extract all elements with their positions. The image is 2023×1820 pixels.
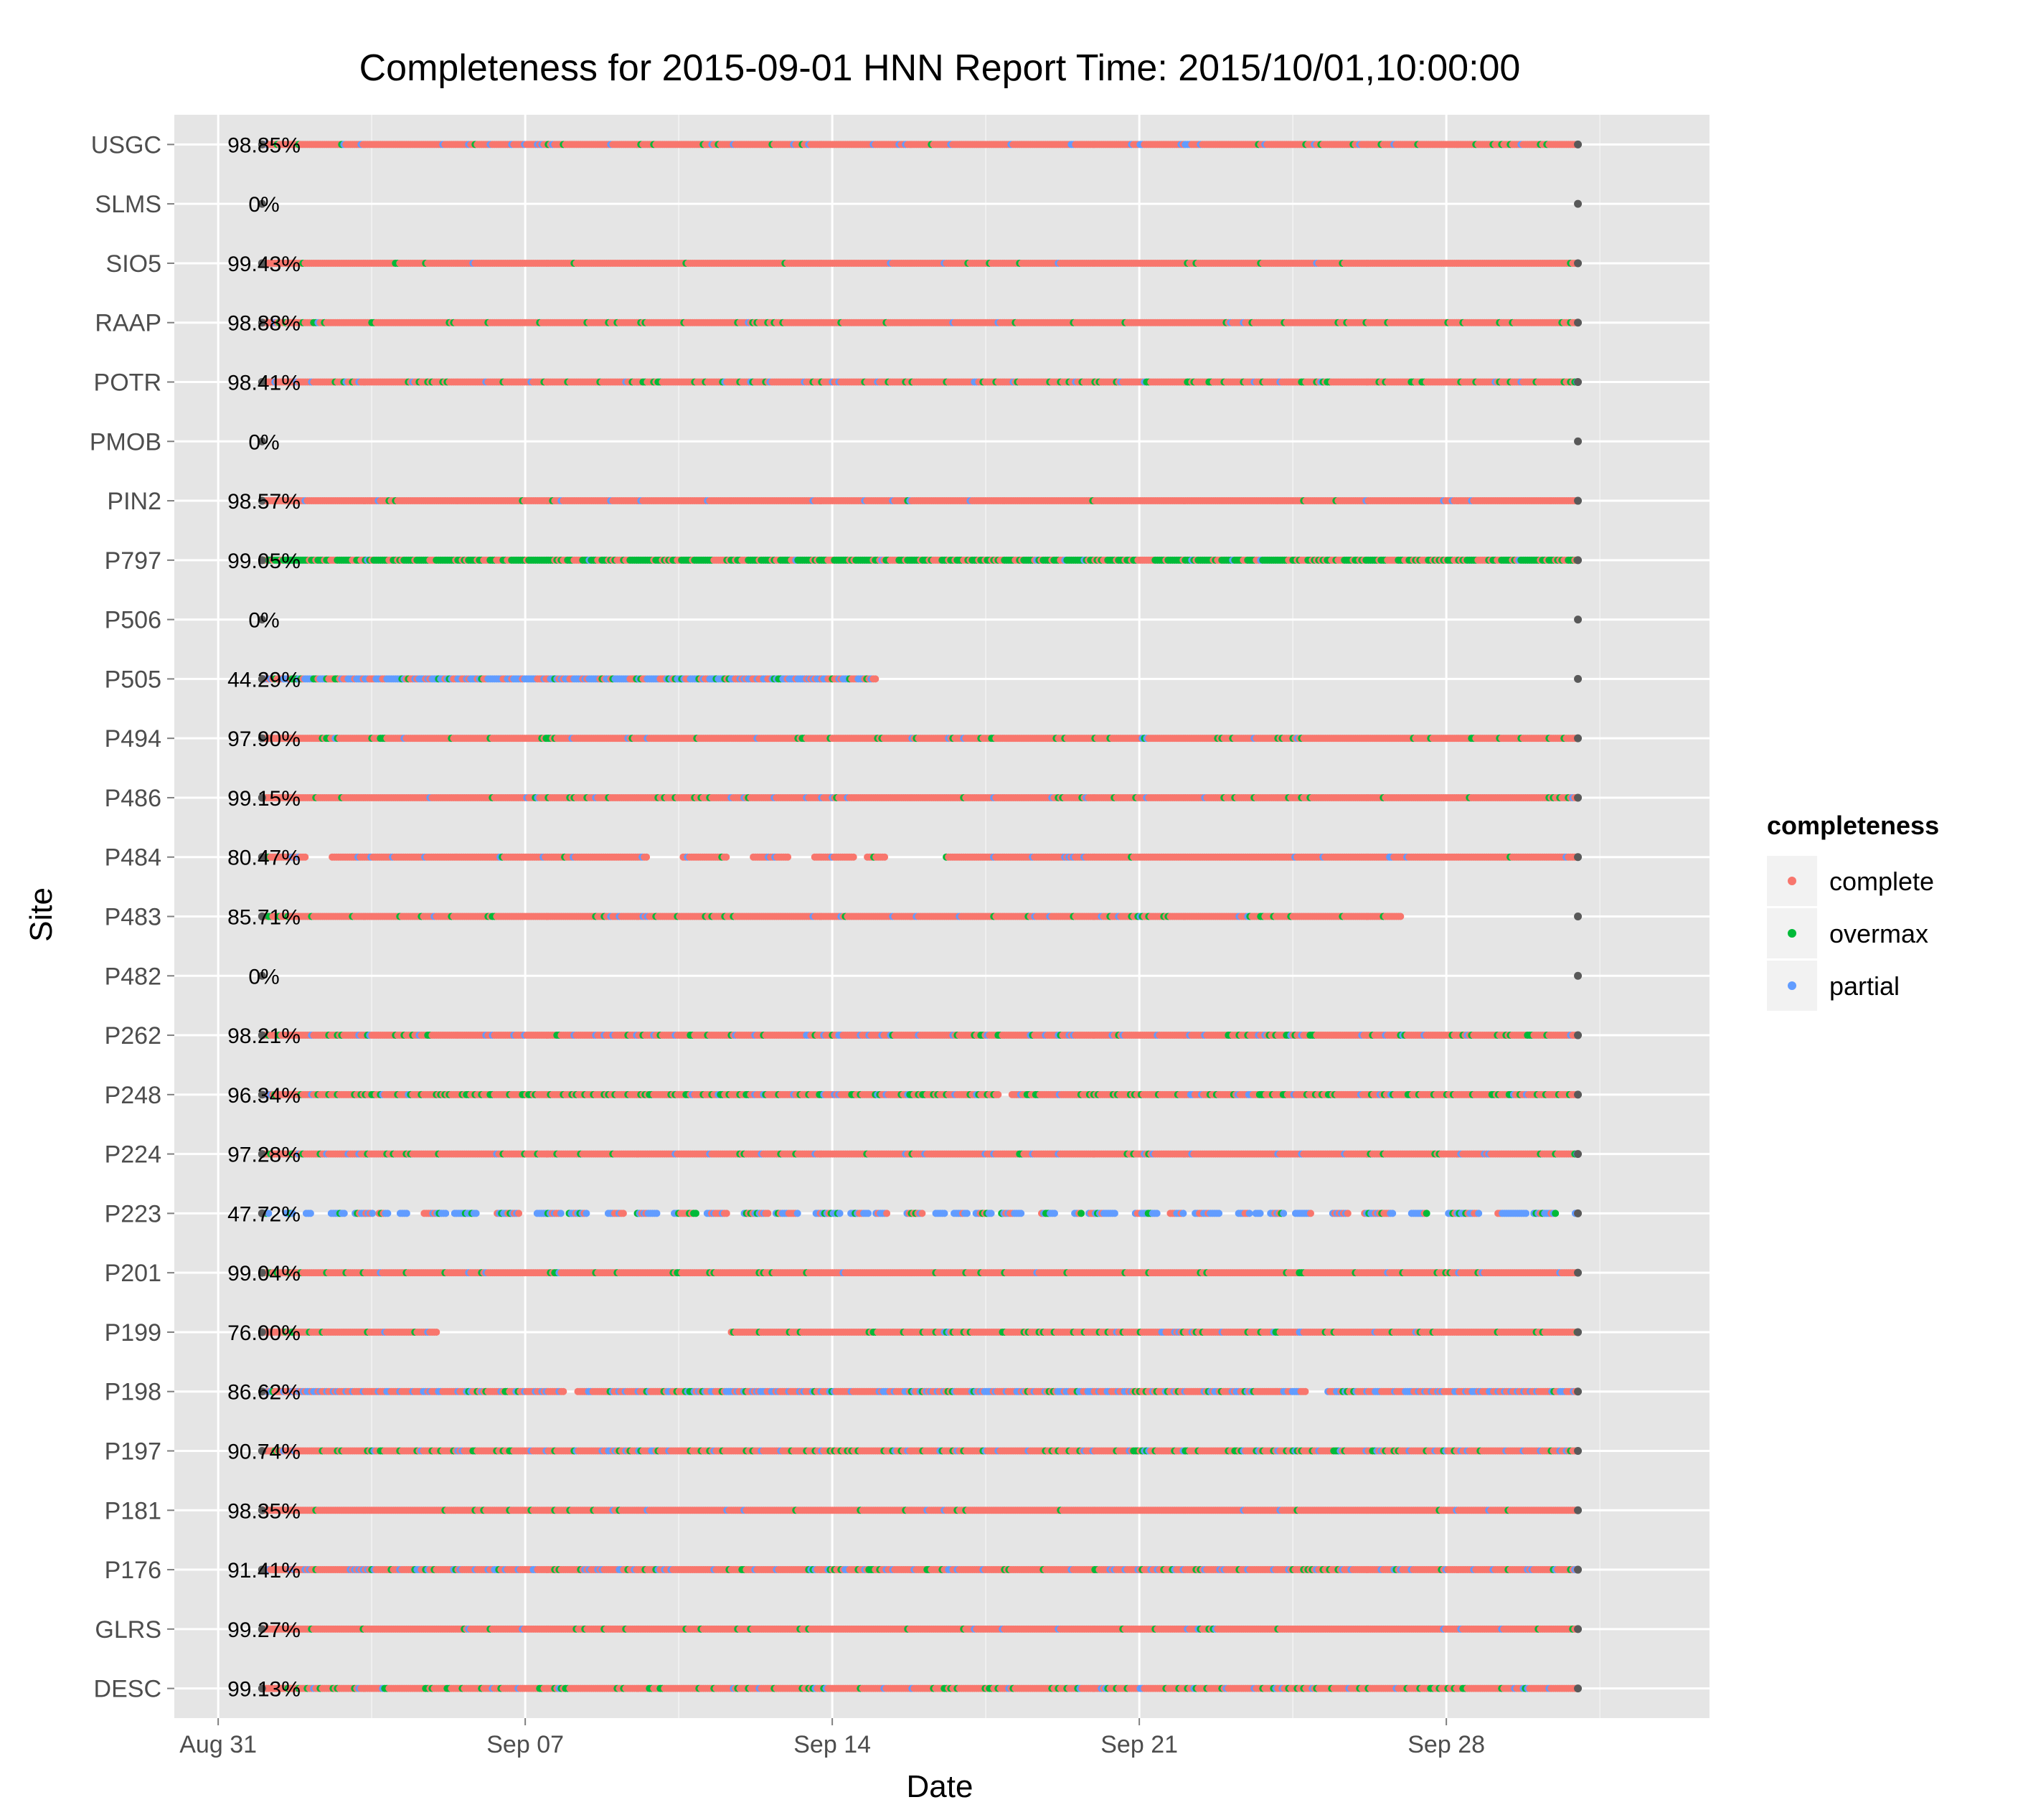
data-points [258, 140, 1583, 1693]
end-endpoint [1574, 556, 1583, 565]
end-endpoint [1574, 199, 1583, 208]
plot-panel: 98.85%0%99.43%98.88%98.41%0%98.57%99.05%… [174, 115, 1710, 1718]
end-endpoint [1574, 259, 1583, 268]
end-endpoint [1574, 378, 1583, 386]
end-endpoint [1574, 496, 1583, 505]
complete-point [872, 675, 880, 683]
end-endpoint [1574, 674, 1583, 683]
chart-title: Completeness for 2015-09-01 HNN Report T… [359, 47, 1521, 89]
end-endpoint [1574, 140, 1583, 148]
end-endpoint [1574, 437, 1583, 445]
end-endpoint [1574, 616, 1583, 624]
end-endpoint [1574, 319, 1583, 327]
end-endpoint [1574, 734, 1583, 742]
